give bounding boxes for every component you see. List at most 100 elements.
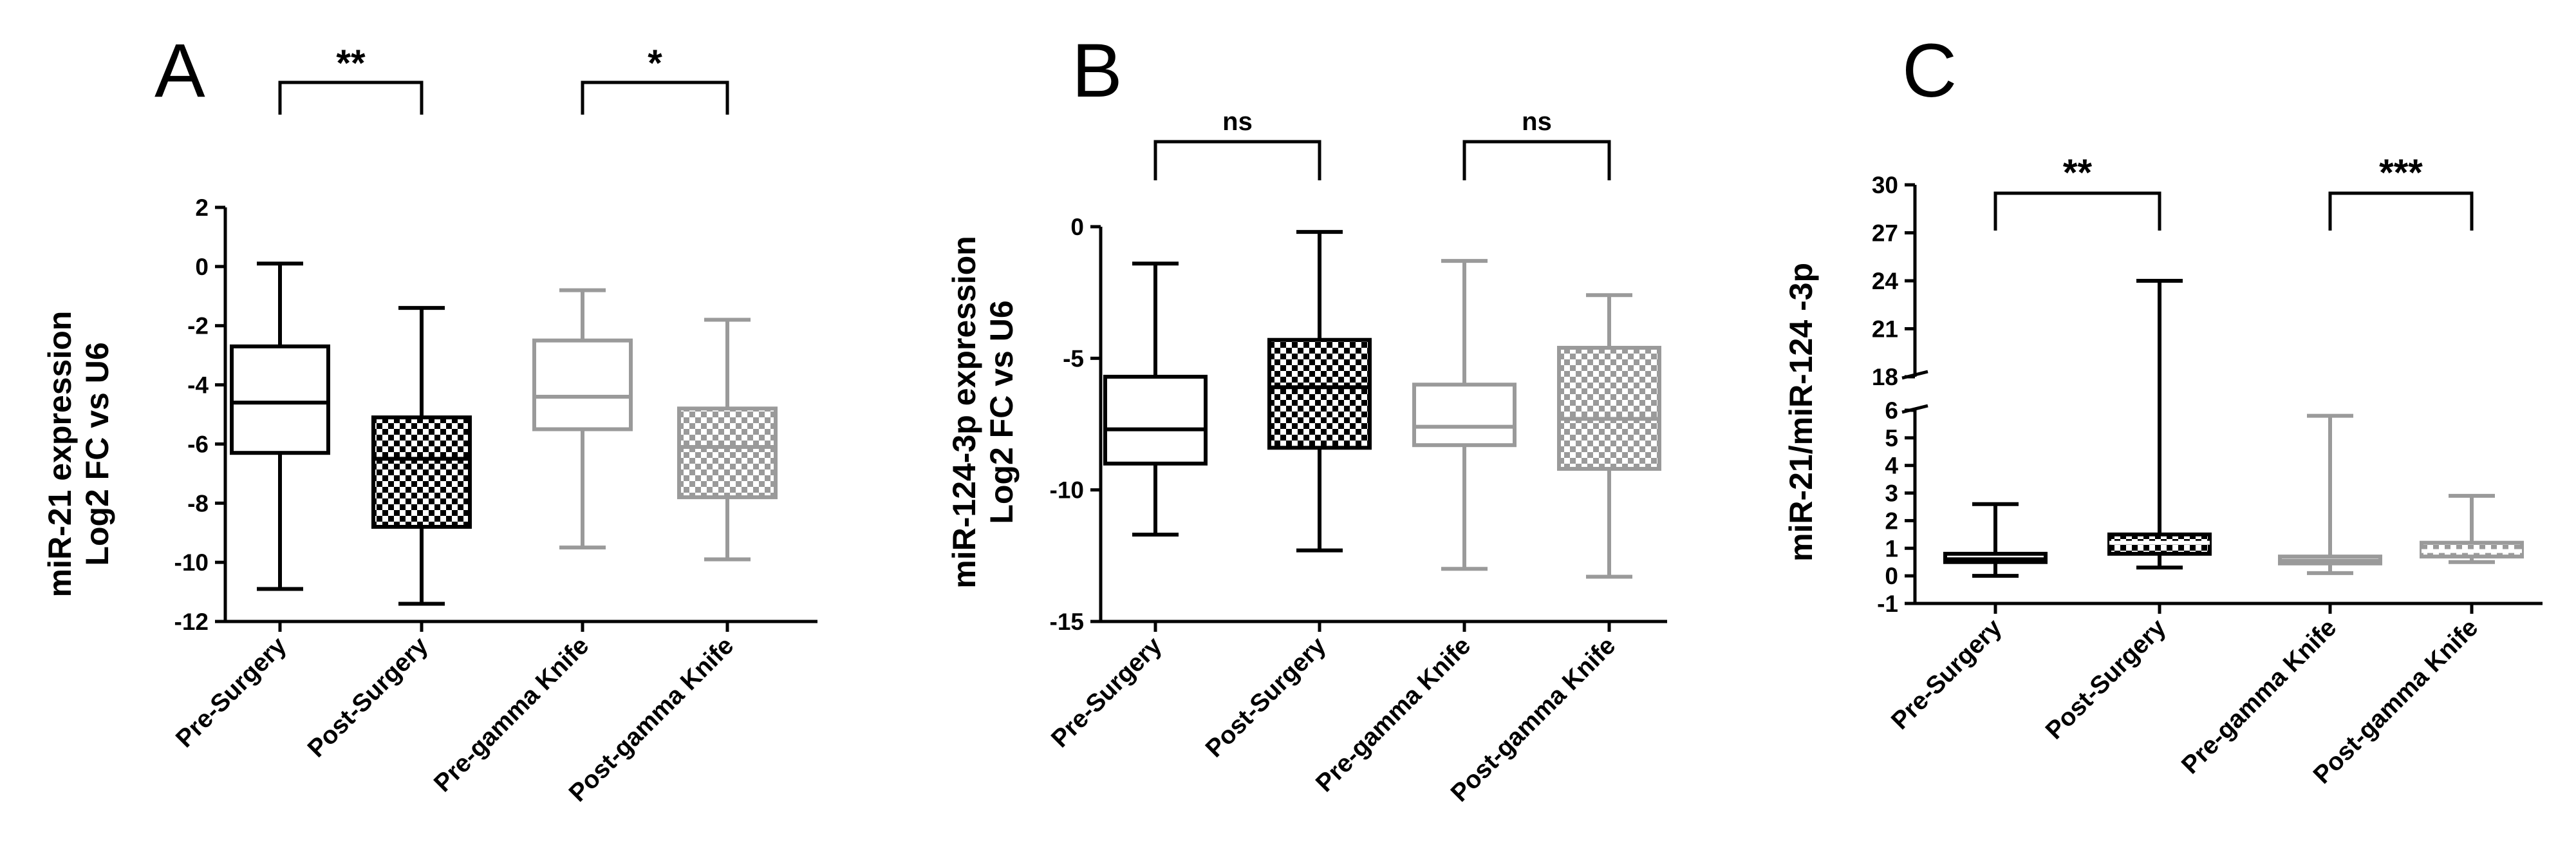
- panel-a-boxes: [230, 261, 778, 606]
- panel-a-sig-line-0: [278, 81, 424, 115]
- panel-c-ytick-label-0-3: 21: [1872, 316, 1898, 343]
- panel-b-xtick-label-0: Pre-Surgery: [1046, 632, 1167, 753]
- panel-b-box-2: [1412, 259, 1517, 571]
- panel-a-box-1: [371, 306, 472, 606]
- panel-a-box-0: [230, 261, 330, 591]
- panel-b-ytick-label-0-2: -10: [1050, 477, 1084, 504]
- panel-a-sig-line-1: [581, 81, 729, 115]
- panel-b-sig-label-1: ns: [1522, 108, 1552, 136]
- panel-a-box-2: [532, 288, 633, 550]
- panel-c-ytick-label-1-3: 3: [1885, 480, 1898, 507]
- panel-a-ytick-label-0-1: 0: [195, 254, 209, 280]
- panel-b-iqr-box-1: [1267, 337, 1372, 450]
- panel-b-box-0: [1103, 261, 1208, 537]
- panel-c-ytick-label-1-4: 2: [1885, 507, 1898, 534]
- panel-a-yticks: 2 0 -2 -4 -6 -8 -10 -12: [174, 194, 225, 635]
- panel-b-sig-bracket-1: ns: [1462, 108, 1611, 180]
- panel-c-ytick-label-1-1: 5: [1885, 425, 1898, 451]
- panel-c-xtick-label-0: Pre-Surgery: [1886, 614, 2007, 735]
- panel-a-sig-bracket-0: **: [278, 43, 424, 115]
- panel-a-ytick-label-0-7: -12: [174, 609, 209, 635]
- panel-a-ytick-label-0-6: -10: [174, 549, 209, 576]
- panel-a-ytick-label-0-5: -8: [187, 490, 209, 517]
- panel-c-ytick-label-1-5: 1: [1885, 535, 1898, 562]
- panel-c-ytick-label-1-2: 4: [1885, 453, 1898, 479]
- panel-c-ytick-label-0-0: 30: [1872, 172, 1898, 198]
- panel-c-sig-label-1: ***: [2379, 152, 2423, 194]
- panel-a-ylabel: miR-21 expression Log2 FC vs U6: [42, 311, 115, 598]
- panel-c-box-2: [2278, 413, 2382, 575]
- panel-b-ylabel-line1: miR-124-3p expression: [946, 236, 982, 588]
- panel-a-significance: ** *: [278, 43, 729, 115]
- panel-a-xtick-label-3: Post-gamma Knife: [564, 632, 740, 808]
- panel-a-xtick-label-1: Post-Surgery: [303, 632, 434, 763]
- panel-a-sig-bracket-1: *: [581, 43, 729, 115]
- panel-a-sig-label-1: *: [648, 43, 662, 84]
- panel-a-iqr-box-2: [532, 338, 633, 432]
- panel-a-iqr-box-1: [371, 415, 472, 529]
- panel-c-sig-bracket-1: ***: [2328, 152, 2474, 231]
- panel-b-iqr-box-2: [1412, 383, 1517, 448]
- panel-a-ytick-label-0-0: 2: [195, 194, 209, 221]
- panel-c-sig-line-1: [2328, 191, 2474, 231]
- panel-a-ytick-label-0-4: -6: [187, 431, 209, 457]
- panel-b-sig-bracket-0: ns: [1153, 108, 1321, 180]
- panel-a-letter: A: [154, 28, 205, 113]
- panel-b-xtick-label-2: Pre-gamma Knife: [1311, 632, 1476, 797]
- panel-a-ytick-label-0-2: -2: [187, 313, 209, 339]
- panel-b-ylabel-line2: Log2 FC vs U6: [984, 300, 1020, 524]
- panel-b-ylabel: miR-124-3p expression Log2 FC vs U6: [946, 236, 1020, 588]
- panel-c: C miR-21/miR-124 -3p 30272421186543210-1…: [1783, 28, 2543, 789]
- panel-c-boxes: [1943, 279, 2524, 578]
- panel-c-ylabel-line1: miR-21/miR-124 -3p: [1783, 263, 1819, 562]
- panel-c-ytick-label-0-2: 24: [1872, 268, 1899, 294]
- panel-b-boxes: [1103, 230, 1661, 579]
- panel-c-box-1: [2107, 279, 2212, 570]
- panel-a-iqr-box-0: [230, 344, 330, 455]
- panel-b-iqr-box-3: [1557, 345, 1661, 471]
- panel-b-box-3: [1557, 293, 1661, 579]
- panel-b-xtick-label-3: Post-gamma Knife: [1446, 632, 1621, 808]
- panel-a-xtick-label-2: Pre-gamma Knife: [429, 632, 594, 797]
- panel-c-ytick-label-0-4: 18: [1872, 364, 1898, 390]
- panel-b-sig-line-0: [1153, 140, 1321, 180]
- panel-c-significance: ** ***: [1993, 152, 2474, 231]
- panel-b-ytick-label-0-0: 0: [1070, 214, 1084, 240]
- panel-b-sig-line-1: [1462, 140, 1611, 180]
- panel-c-xticks: Pre-Surgery Post-Surgery Pre-gamma KnifePo…: [1886, 603, 2483, 789]
- panel-c-sig-label-0: **: [2063, 152, 2093, 194]
- panel-c-xtick-label-1: Post-Surgery: [2040, 614, 2172, 745]
- panel-a-box-3: [677, 318, 778, 562]
- panel-b-ytick-label-0-1: -5: [1063, 345, 1084, 372]
- panel-c-sig-bracket-0: **: [1993, 152, 2161, 231]
- panel-a-ytick-label-0-3: -4: [187, 372, 209, 399]
- panel-b-box-1: [1267, 230, 1372, 553]
- panel-a-sig-label-0: **: [336, 43, 366, 84]
- panel-b-yticks: 0 -5 -10 -15: [1050, 214, 1101, 635]
- panel-b-letter: B: [1072, 28, 1123, 113]
- panel-b-iqr-box-0: [1103, 374, 1208, 466]
- panel-c-ytick-label-0-1: 27: [1872, 220, 1898, 247]
- panel-a: A miR-21 expression Log2 FC vs U6 2 0 -2 -4…: [42, 28, 817, 807]
- panel-c-sig-line-0: [1993, 191, 2161, 231]
- panel-b-significance: ns ns: [1153, 108, 1611, 180]
- panel-c-ytick-label-1-7: -1: [1877, 591, 1898, 617]
- panel-b: B miR-124-3p expression Log2 FC vs U6 0 -…: [946, 28, 1667, 807]
- panel-a-xtick-label-0: Pre-Surgery: [171, 632, 292, 753]
- panel-a-ylabel-line1: miR-21 expression: [42, 311, 78, 598]
- panel-c-xtick-label-2: Pre-gamma Knife: [2176, 614, 2342, 779]
- panel-a-ylabel-line2: Log2 FC vs U6: [79, 342, 115, 565]
- panel-c-letter: C: [1902, 28, 1957, 113]
- panel-c-box-3: [2420, 493, 2524, 564]
- panel-a-iqr-box-3: [677, 406, 778, 500]
- panel-b-sig-label-0: ns: [1222, 108, 1253, 136]
- panel-c-ylabel: miR-21/miR-124 -3p: [1783, 263, 1819, 562]
- panel-b-ytick-label-0-3: -15: [1050, 609, 1084, 635]
- panel-c-ytick-label-1-6: 0: [1885, 563, 1898, 589]
- panel-b-xtick-label-1: Post-Surgery: [1200, 632, 1332, 763]
- panel-c-ytick-label-1-0: 6: [1885, 397, 1898, 424]
